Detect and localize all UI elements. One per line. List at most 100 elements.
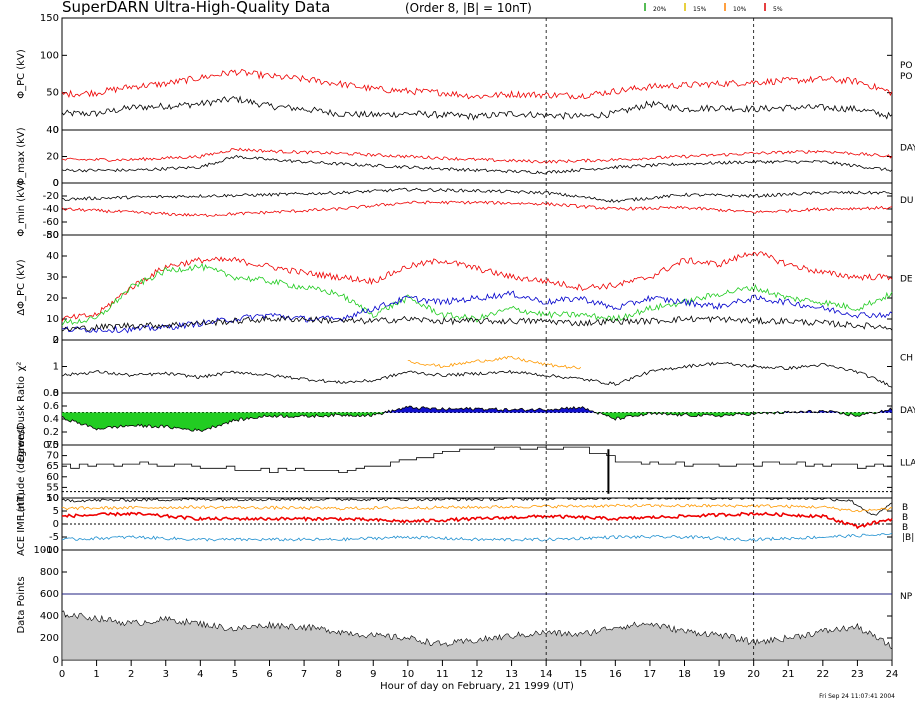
chart-title: SuperDARN Ultra-High-Quality Data	[62, 0, 330, 16]
x-tick-label: 3	[163, 669, 169, 680]
y-axis-label: Φ_PC (kV)	[16, 49, 27, 99]
imf-component-label: B	[902, 513, 908, 523]
panel-phi-max: 0 20 40 Φ_max (kV) DAY	[16, 125, 915, 189]
series-line-red	[61, 251, 893, 322]
right-label: DE	[900, 275, 913, 285]
y-tick-label: 0.0	[43, 440, 59, 451]
right-label: NP	[900, 592, 913, 602]
y-axis-label: Φ_max (kV)	[16, 127, 27, 185]
y-tick-label: 1	[53, 362, 59, 373]
y-tick-label: 0	[53, 388, 59, 399]
x-tick-label: 2	[128, 669, 134, 680]
y-axis-label: ACE IMF (nT)	[16, 492, 27, 556]
x-tick-label: 0	[59, 669, 65, 680]
x-tick-label: 1	[93, 669, 99, 680]
legend-label: 20%	[653, 6, 667, 13]
right-label: PO	[900, 61, 913, 71]
chart-subtitle: (Order 8, |B| = 10nT)	[405, 1, 532, 15]
series-line-red	[61, 68, 893, 100]
series-line-orange	[61, 503, 893, 513]
y-tick-label: 2	[53, 335, 59, 346]
panel-delta-phi: 0 10 20 30 40 50 ΔΦ_PC (kV) DE	[16, 230, 913, 346]
x-tick-label: 18	[678, 669, 691, 680]
panel-frame	[61, 17, 893, 131]
y-tick-label: -10	[43, 545, 59, 556]
series-line-red	[61, 200, 893, 218]
latitude-line	[62, 446, 893, 474]
y-tick-label: 10	[46, 314, 59, 325]
y-tick-label: 70	[46, 451, 59, 462]
panel-data-points: 0 200 400 600 800 1000 Data Points NP	[16, 545, 913, 666]
x-tick-label: 16	[609, 669, 622, 680]
x-tick-label: 8	[335, 669, 341, 680]
x-tick-label: 15	[574, 669, 587, 680]
y-tick-label: 150	[40, 13, 59, 24]
x-tick-label: 24	[886, 669, 899, 680]
y-axis-label: Φ_min (kV)	[16, 181, 27, 236]
y-tick-label: 75	[46, 440, 59, 451]
y-tick-label: 50	[46, 230, 59, 241]
x-axis-label: Hour of day on February, 21 1999 (UT)	[380, 681, 574, 692]
x-tick-label: 12	[471, 669, 484, 680]
x-tick-label: 11	[436, 669, 449, 680]
x-tick-label: 9	[370, 669, 376, 680]
x-tick-label: 21	[782, 669, 795, 680]
series-line-orange	[407, 355, 582, 370]
y-tick-label: -60	[43, 217, 59, 228]
legend-label: 15%	[693, 6, 707, 13]
x-tick-label: 22	[816, 669, 829, 680]
panel-phi-min: -80 -60 -40 -20 0 Φ_min (kV) DU	[16, 178, 914, 241]
series-line-black	[61, 95, 893, 121]
series-line-red	[61, 511, 893, 530]
x-tick-label: 20	[747, 669, 760, 680]
series-line-black	[61, 187, 892, 203]
y-tick-label: 800	[40, 567, 59, 578]
y-tick-label: 400	[40, 611, 59, 622]
y-tick-label: 600	[40, 589, 59, 600]
series-line-blue	[61, 290, 893, 334]
y-axis-label: Dawn/Dusk Ratio	[16, 376, 27, 462]
data-points-area	[61, 610, 893, 661]
y-tick-label: 0.4	[43, 414, 59, 425]
right-label: DU	[900, 196, 914, 206]
y-tick-label: 60	[46, 472, 59, 483]
y-tick-label: 1000	[34, 545, 59, 556]
y-tick-label: 40	[46, 125, 59, 136]
imf-component-label: B	[902, 523, 908, 533]
imf-component-label: B	[902, 503, 908, 513]
right-label: LLA	[900, 459, 915, 469]
y-tick-label: 100	[40, 50, 59, 61]
y-tick-label: 50	[46, 88, 59, 99]
y-tick-label: 0.6	[43, 401, 59, 412]
panel-chi2: 0 1 2 χ² CH	[16, 335, 913, 399]
y-tick-label: 0	[53, 125, 59, 136]
legend-label: 10%	[733, 6, 747, 13]
dusk-fill	[62, 412, 892, 432]
x-tick-label: 6	[266, 669, 272, 680]
y-tick-label: -80	[43, 230, 59, 241]
right-label: DAY	[900, 406, 915, 416]
y-tick-label: 0	[53, 178, 59, 189]
y-tick-label: 20	[46, 293, 59, 304]
y-tick-label: 0	[53, 519, 59, 530]
x-tick-label: 23	[851, 669, 864, 680]
series-line-red	[61, 147, 893, 164]
y-tick-label: 55	[46, 482, 59, 493]
y-tick-label: 0	[53, 178, 59, 189]
panel-frame	[61, 444, 893, 499]
y-tick-label: 0	[53, 655, 59, 666]
imf-component-label: |B|	[902, 533, 914, 543]
x-tick-label: 19	[713, 669, 726, 680]
series-line-green	[61, 262, 893, 326]
y-tick-label: 30	[46, 272, 59, 283]
x-tick-label: 5	[232, 669, 238, 680]
y-tick-label: -5	[49, 532, 59, 543]
y-axis-label: ΔΦ_PC (kV)	[16, 259, 27, 315]
x-tick-label: 17	[644, 669, 657, 680]
x-tick-label: 7	[301, 669, 307, 680]
legend-label: 5%	[773, 6, 783, 13]
